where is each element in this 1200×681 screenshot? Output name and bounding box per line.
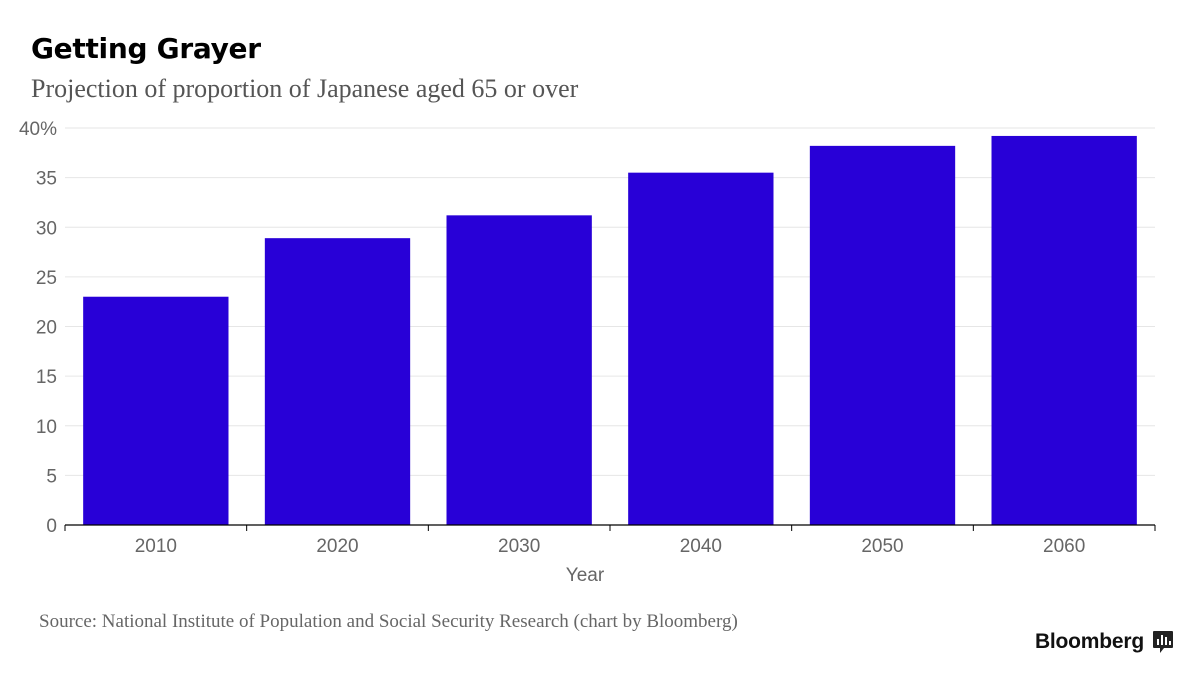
y-tick-label: 40%	[19, 119, 57, 140]
y-tick-label: 25	[36, 268, 57, 289]
x-tick-label: 2030	[498, 536, 540, 557]
x-tick-label: 2010	[135, 536, 177, 557]
x-tick-label: 2050	[861, 536, 903, 557]
x-tick-label: 2020	[316, 536, 358, 557]
y-tick-label: 15	[36, 367, 57, 388]
y-axis-tick-labels: 0 5 10 15 20 25 30 35 40%	[19, 119, 57, 537]
x-axis	[64, 524, 1156, 531]
gridlines	[65, 127, 1155, 476]
y-tick-label: 35	[36, 169, 57, 190]
brand-logo: Bloomberg	[1035, 630, 1174, 654]
bar-2010	[83, 296, 229, 525]
y-tick-label: 20	[36, 318, 57, 339]
bar-2040	[628, 172, 774, 525]
bar-2050	[809, 145, 956, 526]
bar-2060	[991, 135, 1137, 525]
y-tick-label: 0	[46, 516, 57, 537]
x-tick-label: 2060	[1043, 536, 1085, 557]
bar-2020	[264, 238, 411, 526]
y-tick-label: 10	[36, 417, 57, 438]
x-axis-tick-labels: 2010 2020 2030 2040 2050 2060	[135, 536, 1086, 557]
x-axis-label: Year	[566, 565, 605, 586]
chart-title: Getting Grayer	[31, 32, 261, 65]
bars	[83, 135, 1137, 526]
y-tick-label: 30	[36, 218, 57, 239]
bloomberg-chart-icon	[1153, 631, 1173, 653]
brand-name: Bloomberg	[1034, 630, 1144, 653]
y-tick-label: 5	[46, 466, 57, 487]
bar-2030	[446, 215, 592, 525]
source-note: Source: National Institute of Population…	[39, 611, 738, 632]
x-tick-label: 2040	[680, 536, 722, 557]
chart-subtitle: Projection of proportion of Japanese age…	[31, 74, 579, 103]
